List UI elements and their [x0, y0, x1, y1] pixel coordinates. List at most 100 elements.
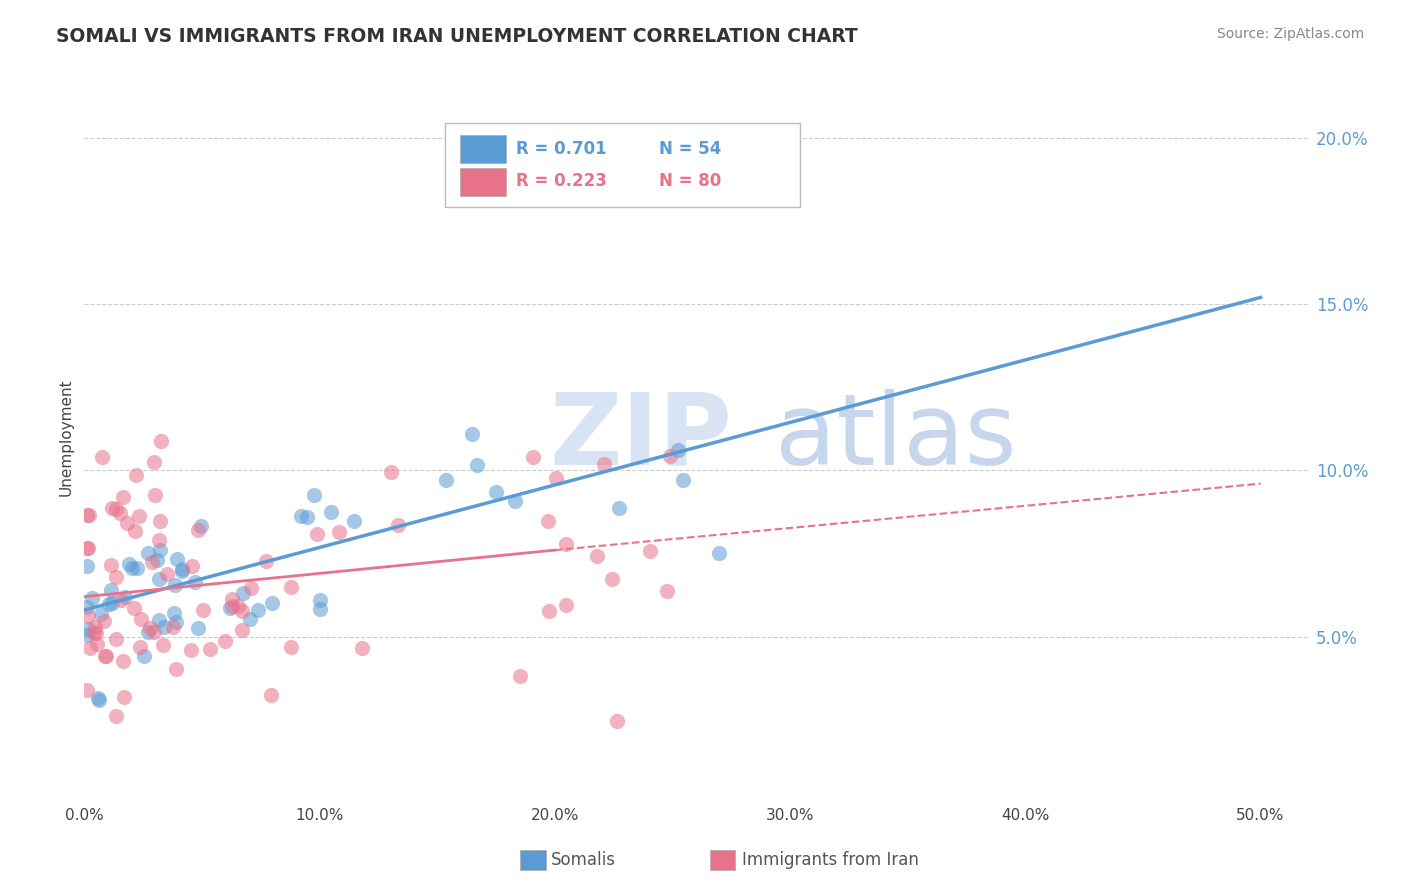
Point — [149, 542, 172, 557]
Text: N = 80: N = 80 — [659, 172, 721, 190]
Point — [148, 613, 170, 627]
Point — [76, 508, 98, 522]
Point — [148, 533, 170, 547]
Point — [83, 625, 105, 640]
Point — [593, 457, 616, 471]
Point — [522, 450, 544, 464]
Point — [231, 604, 253, 618]
Point — [96, 648, 118, 663]
Point — [121, 561, 143, 575]
FancyBboxPatch shape — [446, 122, 800, 207]
Text: R = 0.223: R = 0.223 — [516, 172, 607, 190]
Point — [184, 574, 207, 589]
Point — [434, 473, 457, 487]
Point — [129, 612, 152, 626]
Point — [280, 580, 302, 594]
Point — [142, 625, 165, 640]
Point — [101, 596, 124, 610]
Point — [108, 506, 131, 520]
Point — [76, 599, 98, 614]
Point — [101, 500, 124, 515]
Point — [226, 599, 249, 614]
Text: Somalis: Somalis — [551, 851, 616, 869]
Point — [166, 551, 188, 566]
Text: R = 0.701: R = 0.701 — [516, 140, 607, 158]
Point — [79, 640, 101, 655]
Point — [779, 147, 801, 161]
Text: N = 54: N = 54 — [659, 140, 721, 158]
Point — [76, 559, 98, 574]
Point — [638, 544, 661, 558]
Point — [240, 582, 263, 596]
Point — [143, 455, 166, 469]
Point — [139, 621, 162, 635]
Point — [162, 619, 184, 633]
Point — [100, 558, 122, 573]
Point — [221, 592, 243, 607]
Point — [98, 597, 121, 611]
Point — [104, 709, 127, 723]
Point — [93, 649, 115, 664]
Bar — [460, 135, 506, 163]
Point — [76, 541, 98, 555]
Point — [91, 450, 114, 465]
Point — [76, 628, 98, 642]
Point — [187, 621, 209, 635]
Point — [302, 488, 325, 502]
Point — [709, 546, 731, 560]
Point — [114, 590, 136, 604]
Point — [143, 488, 166, 502]
Point — [86, 691, 108, 706]
Point — [214, 633, 236, 648]
Point — [280, 640, 302, 654]
Point — [544, 471, 567, 485]
Text: Immigrants from Iran: Immigrants from Iran — [742, 851, 920, 869]
Point — [77, 608, 100, 623]
Point — [112, 490, 135, 504]
Point — [290, 509, 312, 524]
Point — [352, 640, 374, 655]
Point — [149, 514, 172, 528]
Point — [387, 518, 409, 533]
Point — [138, 546, 160, 560]
Point — [146, 553, 169, 567]
Point — [380, 465, 402, 479]
Text: atlas: atlas — [776, 389, 1017, 485]
Point — [254, 554, 277, 568]
Point — [125, 467, 148, 482]
Point — [128, 509, 150, 524]
Point — [152, 639, 174, 653]
Point — [82, 591, 104, 605]
Point — [668, 443, 690, 458]
Point — [165, 578, 187, 592]
Point — [100, 582, 122, 597]
Point — [672, 473, 695, 487]
Point — [461, 427, 484, 442]
Point — [132, 648, 155, 663]
Point — [111, 654, 134, 668]
Point — [170, 562, 193, 576]
Point — [260, 688, 283, 702]
Point — [125, 561, 148, 575]
Text: ZIP: ZIP — [550, 389, 733, 485]
Point — [156, 567, 179, 582]
Point — [84, 620, 107, 634]
Point — [555, 537, 578, 551]
Point — [221, 599, 243, 613]
Point — [104, 502, 127, 516]
Point — [218, 601, 240, 615]
Point — [655, 583, 678, 598]
Point — [343, 514, 366, 528]
Text: Source: ZipAtlas.com: Source: ZipAtlas.com — [1216, 27, 1364, 41]
Point — [118, 557, 141, 571]
Point — [148, 572, 170, 586]
Text: SOMALI VS IMMIGRANTS FROM IRAN UNEMPLOYMENT CORRELATION CHART: SOMALI VS IMMIGRANTS FROM IRAN UNEMPLOYM… — [56, 27, 858, 45]
Point — [238, 612, 260, 626]
Point — [104, 570, 127, 584]
Point — [328, 524, 350, 539]
Point — [606, 714, 628, 729]
Point — [165, 615, 187, 630]
Point — [170, 564, 193, 578]
Point — [538, 605, 561, 619]
Point — [585, 549, 607, 564]
